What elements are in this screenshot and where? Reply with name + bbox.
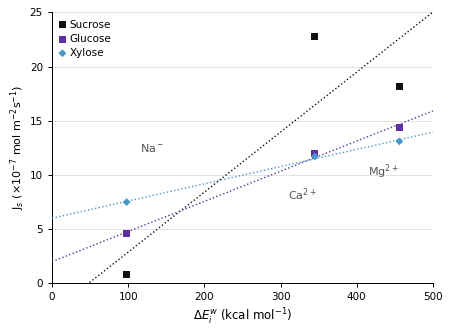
Legend: Sucrose, Glucose, Xylose: Sucrose, Glucose, Xylose [57,17,114,60]
Text: Ca$^{2+}$: Ca$^{2+}$ [288,186,317,203]
X-axis label: $\Delta E_i^w$ (kcal mol$^{-1}$): $\Delta E_i^w$ (kcal mol$^{-1}$) [193,307,292,327]
Xylose [396,139,403,144]
Glucose [396,125,403,130]
Sucrose [311,34,318,39]
Sucrose [396,83,403,89]
Xylose [311,154,318,159]
Text: Na$^-$: Na$^-$ [140,142,164,154]
Glucose [123,231,130,236]
Xylose [123,199,130,205]
Glucose [311,151,318,156]
Sucrose [123,272,130,277]
Text: Mg$^{2+}$: Mg$^{2+}$ [368,162,399,181]
Y-axis label: J$_s$ ($\times$10$^{-7}$ mol m$^{-2}$s$^{-1}$): J$_s$ ($\times$10$^{-7}$ mol m$^{-2}$s$^… [8,85,27,210]
